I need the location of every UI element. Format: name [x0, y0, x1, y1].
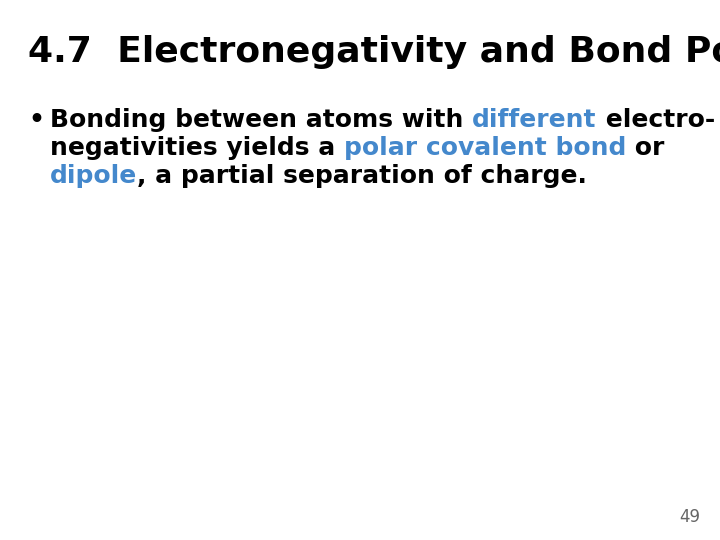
Text: 49: 49: [679, 508, 700, 526]
Text: polar covalent bond: polar covalent bond: [344, 136, 626, 160]
Text: •: •: [28, 108, 44, 132]
Text: negativities yields a: negativities yields a: [50, 136, 344, 160]
Text: electro-: electro-: [597, 108, 715, 132]
Text: different: different: [472, 108, 597, 132]
Text: Bonding between atoms with: Bonding between atoms with: [50, 108, 472, 132]
Text: 4.7  Electronegativity and Bond Polarity: 4.7 Electronegativity and Bond Polarity: [28, 35, 720, 69]
Text: dipole: dipole: [50, 164, 138, 188]
Text: , a partial separation of charge.: , a partial separation of charge.: [138, 164, 587, 188]
Text: or: or: [626, 136, 665, 160]
